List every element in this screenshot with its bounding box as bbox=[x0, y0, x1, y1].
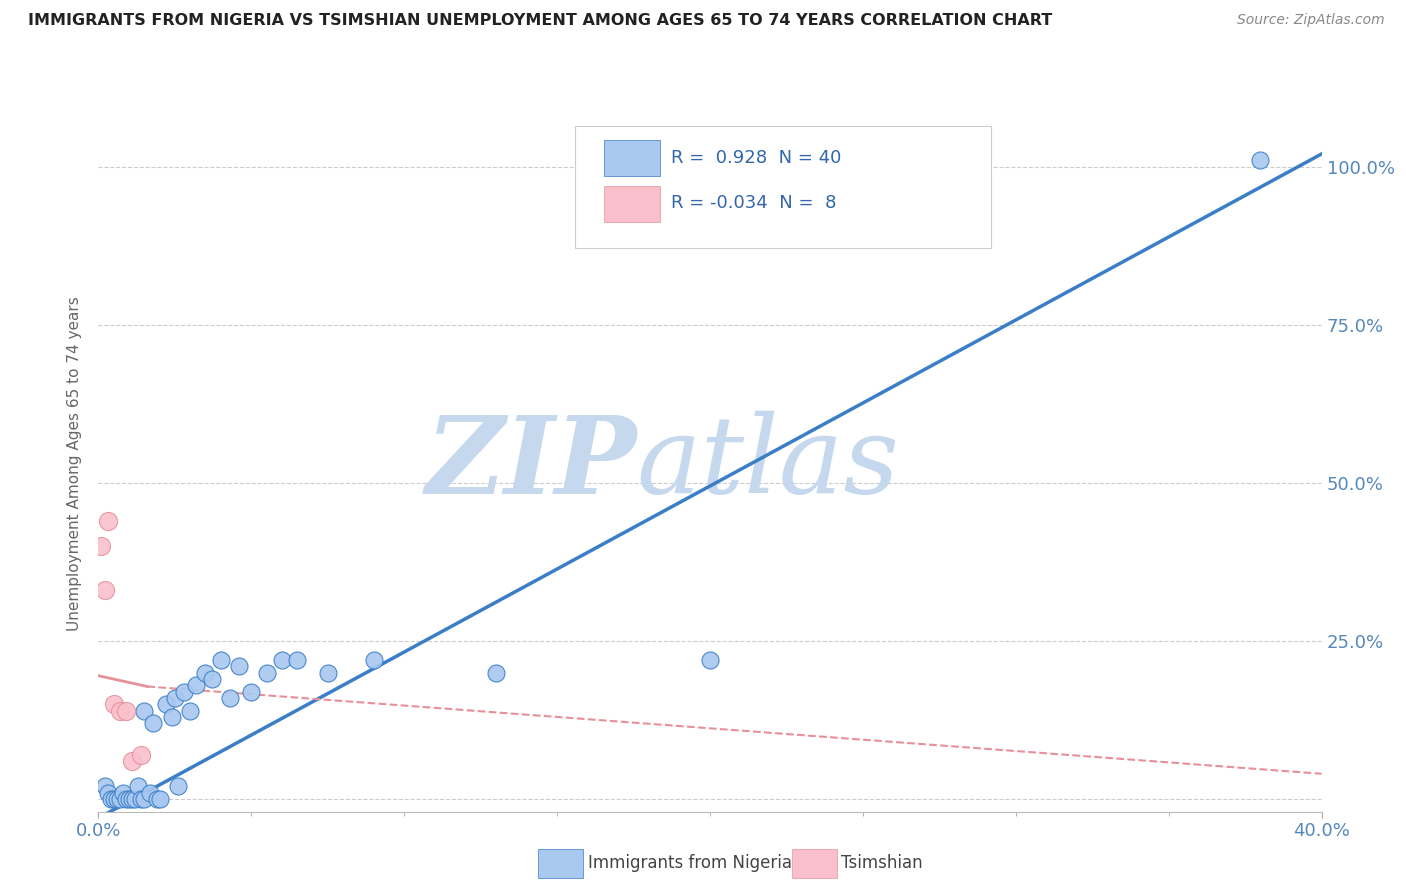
Point bbox=[124, 792, 146, 806]
Point bbox=[186, 678, 208, 692]
Text: IMMIGRANTS FROM NIGERIA VS TSIMSHIAN UNEMPLOYMENT AMONG AGES 65 TO 74 YEARS CORR: IMMIGRANTS FROM NIGERIA VS TSIMSHIAN UNE… bbox=[28, 13, 1052, 29]
Point bbox=[90, 539, 112, 553]
Text: R = -0.034  N =  8: R = -0.034 N = 8 bbox=[671, 194, 837, 212]
Point bbox=[145, 792, 167, 806]
Text: atlas: atlas bbox=[637, 411, 900, 516]
FancyBboxPatch shape bbox=[603, 186, 659, 222]
Point bbox=[97, 786, 120, 800]
Point bbox=[160, 710, 183, 724]
Point bbox=[108, 792, 131, 806]
Point bbox=[121, 754, 143, 768]
Point bbox=[121, 792, 143, 806]
Point bbox=[118, 792, 141, 806]
Point bbox=[363, 653, 385, 667]
Point bbox=[179, 704, 201, 718]
Point bbox=[97, 514, 120, 528]
Point bbox=[129, 792, 152, 806]
FancyBboxPatch shape bbox=[575, 127, 991, 248]
Text: Tsimshian: Tsimshian bbox=[841, 855, 922, 872]
Point bbox=[134, 792, 156, 806]
Point bbox=[103, 792, 125, 806]
Point bbox=[155, 697, 177, 711]
Point bbox=[105, 792, 128, 806]
Point bbox=[108, 704, 131, 718]
Point bbox=[127, 780, 149, 794]
Text: R =  0.928  N = 40: R = 0.928 N = 40 bbox=[671, 149, 841, 167]
Point bbox=[142, 716, 165, 731]
Point bbox=[699, 653, 721, 667]
Y-axis label: Unemployment Among Ages 65 to 74 years: Unemployment Among Ages 65 to 74 years bbox=[67, 296, 83, 632]
Point bbox=[111, 786, 134, 800]
Point bbox=[316, 665, 339, 680]
Point bbox=[163, 690, 186, 705]
Point bbox=[139, 786, 162, 800]
Point bbox=[256, 665, 278, 680]
Point bbox=[149, 792, 172, 806]
Point bbox=[167, 780, 190, 794]
Point bbox=[129, 747, 152, 762]
Point bbox=[485, 665, 508, 680]
Point bbox=[93, 780, 115, 794]
Point bbox=[194, 665, 217, 680]
Point bbox=[134, 704, 156, 718]
Point bbox=[219, 690, 242, 705]
Point bbox=[173, 684, 195, 698]
Point bbox=[209, 653, 232, 667]
Text: ZIP: ZIP bbox=[425, 411, 637, 516]
Point bbox=[100, 792, 122, 806]
Text: Immigrants from Nigeria: Immigrants from Nigeria bbox=[588, 855, 792, 872]
Point bbox=[115, 704, 138, 718]
Point bbox=[228, 659, 250, 673]
Point bbox=[270, 653, 292, 667]
Point bbox=[103, 697, 125, 711]
Text: Source: ZipAtlas.com: Source: ZipAtlas.com bbox=[1237, 13, 1385, 28]
FancyBboxPatch shape bbox=[603, 140, 659, 177]
Point bbox=[285, 653, 308, 667]
Point bbox=[1249, 153, 1271, 168]
Point bbox=[240, 684, 263, 698]
Point bbox=[115, 792, 138, 806]
Point bbox=[93, 583, 115, 598]
Point bbox=[200, 672, 222, 686]
